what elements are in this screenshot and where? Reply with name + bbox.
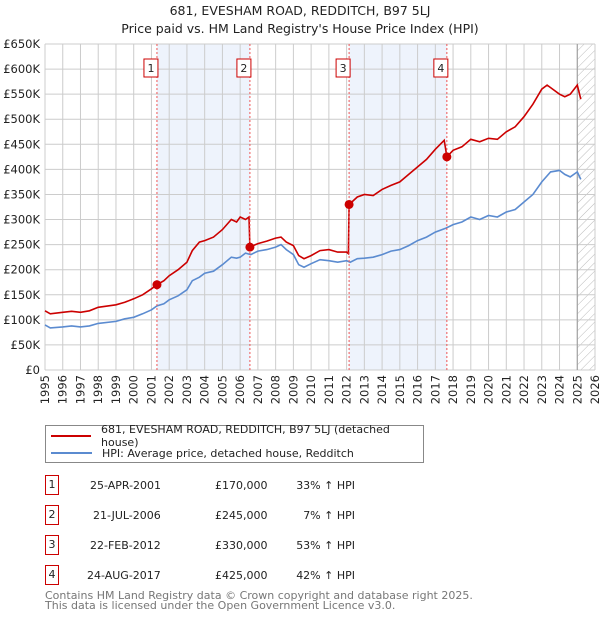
y-tick-label: £0 bbox=[25, 363, 40, 377]
y-tick-label: £350K bbox=[3, 187, 40, 201]
sale-marker-box bbox=[433, 58, 449, 78]
transaction-number: 1 bbox=[45, 475, 59, 495]
x-tick-label: 2003 bbox=[180, 375, 194, 404]
transaction-price: £330,000 bbox=[215, 539, 268, 552]
x-tick-label: 2019 bbox=[464, 375, 478, 404]
x-tick-label: 2017 bbox=[428, 375, 442, 404]
x-tick-label: 2021 bbox=[499, 375, 513, 404]
y-tick-label: £200K bbox=[3, 263, 40, 277]
transaction-hpi-diff: 7% ↑ HPI bbox=[303, 509, 355, 522]
transaction-date: 24-AUG-2017 bbox=[87, 569, 161, 582]
x-tick-label: 1997 bbox=[73, 375, 87, 404]
x-tick-label: 2012 bbox=[340, 375, 354, 404]
price-chart: £0 £50K £100K £150K £200K £250K £300K £350K £400… bbox=[3, 37, 600, 404]
x-tick-label: 2002 bbox=[162, 375, 176, 404]
x-tick-label: 2025 bbox=[570, 375, 584, 404]
y-tick-label: £450K bbox=[3, 137, 40, 151]
x-tick-label: 2018 bbox=[446, 375, 460, 404]
x-tick-label: 2014 bbox=[375, 375, 389, 404]
sale-point bbox=[344, 199, 354, 209]
x-tick-label: 2007 bbox=[251, 375, 265, 404]
sale-point bbox=[245, 242, 255, 252]
x-tick-label: 2001 bbox=[144, 375, 158, 404]
sale-marker-box bbox=[335, 58, 351, 78]
y-tick-label: £400K bbox=[3, 162, 40, 176]
footer-copyright: Contains HM Land Registry data © Crown c… bbox=[45, 589, 473, 602]
legend-label-hpi: HPI: Average price, detached house, Redd… bbox=[102, 446, 354, 460]
shaded-period bbox=[349, 44, 447, 370]
x-tick-label: 2010 bbox=[304, 375, 318, 404]
x-tick-label: 2005 bbox=[215, 375, 229, 404]
x-tick-label: 2008 bbox=[269, 375, 283, 404]
chart-title-address: 681, EVESHAM ROAD, REDDITCH, B97 5LJ bbox=[169, 3, 431, 18]
x-tick-label: 2009 bbox=[286, 375, 300, 404]
forecast-hatch bbox=[577, 44, 595, 370]
legend-swatch-hpi bbox=[51, 452, 92, 454]
x-tick-label: 2020 bbox=[482, 375, 496, 404]
transaction-date: 22-FEB-2012 bbox=[90, 539, 161, 552]
y-tick-label: £100K bbox=[3, 313, 40, 327]
x-tick-label: 2024 bbox=[553, 375, 567, 404]
transaction-date: 25-APR-2001 bbox=[90, 479, 162, 492]
transaction-date: 21-JUL-2006 bbox=[93, 509, 161, 522]
legend-item-hpi: HPI: Average price, detached house, Redd… bbox=[46, 445, 354, 461]
sale-marker-box bbox=[143, 58, 159, 78]
y-tick-label: £650K bbox=[3, 37, 40, 51]
x-tick-label: 2023 bbox=[535, 375, 549, 404]
legend-swatch-property bbox=[51, 435, 92, 437]
x-tick-label: 1995 bbox=[38, 375, 52, 404]
transaction-price: £245,000 bbox=[215, 509, 268, 522]
sale-marker-number: 1 bbox=[147, 62, 154, 75]
x-tick-label: 2000 bbox=[127, 375, 141, 404]
x-tick-label: 2022 bbox=[517, 375, 531, 404]
x-tick-label: 1996 bbox=[56, 375, 70, 404]
legend-label-property: 681, EVESHAM ROAD, REDDITCH, B97 5LJ (de… bbox=[101, 423, 390, 449]
x-tick-label: 2026 bbox=[588, 375, 600, 404]
legend-item-property: 681, EVESHAM ROAD, REDDITCH, B97 5LJ (de… bbox=[46, 423, 423, 449]
chart-subtitle: Price paid vs. HM Land Registry's House … bbox=[121, 21, 479, 36]
transaction-number: 3 bbox=[45, 535, 59, 555]
transaction-hpi-diff: 53% ↑ HPI bbox=[296, 539, 355, 552]
x-tick-label: 2011 bbox=[322, 375, 336, 404]
shaded-period bbox=[156, 44, 250, 370]
y-tick-label: £150K bbox=[3, 288, 40, 302]
x-tick-label: 2015 bbox=[393, 375, 407, 404]
x-tick-label: 1998 bbox=[91, 375, 105, 404]
y-tick-label: £500K bbox=[3, 112, 40, 126]
y-tick-label: £50K bbox=[11, 338, 41, 352]
sale-marker-number: 2 bbox=[240, 62, 247, 75]
transaction-hpi-diff: 42% ↑ HPI bbox=[296, 569, 355, 582]
sale-point bbox=[442, 152, 452, 162]
transaction-number: 4 bbox=[45, 565, 59, 585]
transaction-hpi-diff: 33% ↑ HPI bbox=[296, 479, 355, 492]
x-tick-label: 2006 bbox=[233, 375, 247, 404]
x-tick-label: 2016 bbox=[411, 375, 425, 404]
x-tick-label: 2013 bbox=[357, 375, 371, 404]
sale-marker-number: 3 bbox=[340, 62, 347, 75]
sale-marker-number: 4 bbox=[437, 62, 444, 75]
chart-legend: 681, EVESHAM ROAD, REDDITCH, B97 5LJ (de… bbox=[45, 423, 424, 463]
y-tick-label: £600K bbox=[3, 62, 40, 76]
transaction-number: 2 bbox=[45, 505, 59, 525]
sale-point bbox=[152, 280, 162, 290]
y-tick-label: £300K bbox=[3, 213, 40, 227]
transaction-price: £425,000 bbox=[215, 569, 268, 582]
y-tick-label: £250K bbox=[3, 238, 40, 252]
y-tick-label: £550K bbox=[3, 87, 40, 101]
transaction-price: £170,000 bbox=[215, 479, 268, 492]
x-tick-label: 2004 bbox=[198, 375, 212, 404]
x-tick-label: 1999 bbox=[109, 375, 123, 404]
hpi-series-line bbox=[44, 169, 582, 329]
footer-licence: This data is licensed under the Open Gov… bbox=[45, 599, 396, 612]
sale-marker-box bbox=[236, 58, 252, 78]
